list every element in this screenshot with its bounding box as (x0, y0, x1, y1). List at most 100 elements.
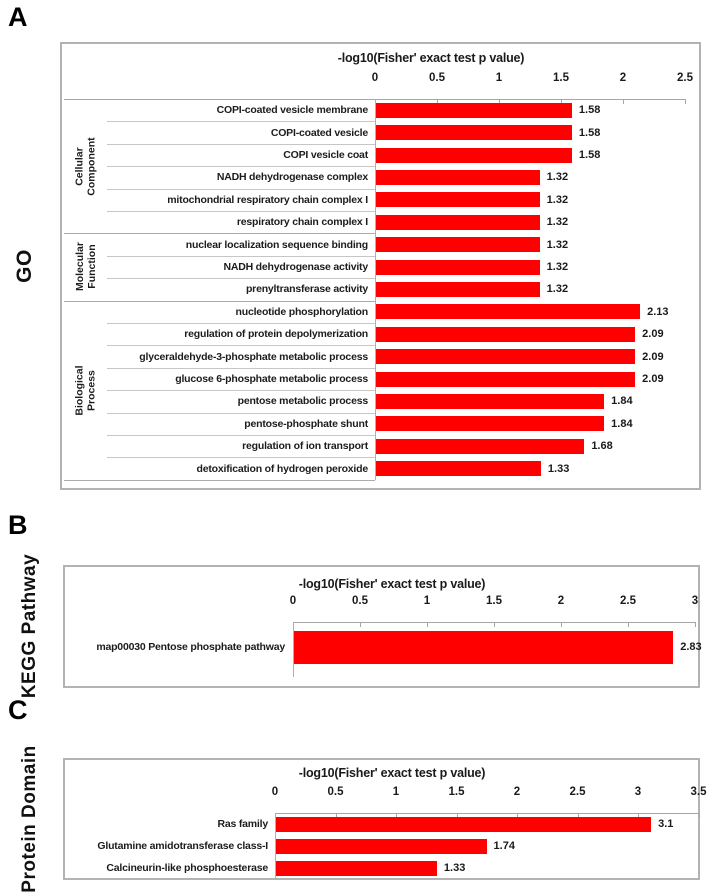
bar (276, 861, 437, 876)
x-tick-label: 2 (601, 72, 645, 84)
bar (376, 215, 540, 230)
row-separator-line (107, 256, 375, 257)
category-label: glucose 6-phosphate metabolic process (68, 374, 368, 385)
bar (276, 817, 651, 832)
bar-value-label: 1.32 (547, 217, 568, 228)
bar-value-label: 1.84 (611, 396, 632, 407)
group-label-cell: Biological Process (64, 301, 108, 480)
x-tick-label: 1.5 (435, 786, 479, 798)
x-axis-line (275, 813, 699, 814)
x-tick-label: 2.5 (663, 72, 707, 84)
x-tick-label: 1.5 (472, 595, 516, 607)
row-separator-line (107, 345, 375, 346)
bar-value-label: 2.09 (642, 329, 663, 340)
side-label-kegg-pathway: KEGG Pathway (19, 554, 41, 698)
category-label: respiratory chain complex I (68, 217, 368, 228)
bar-value-label: 1.32 (547, 262, 568, 273)
bar (376, 260, 540, 275)
bar-value-label: 2.09 (642, 374, 663, 385)
row-separator-line (107, 323, 375, 324)
category-label: Glutamine amidotransferase class-I (71, 841, 268, 852)
row-separator-line (107, 211, 375, 212)
x-tick-label: 3 (673, 595, 717, 607)
x-tick-label: 0.5 (338, 595, 382, 607)
x-tick-label: 2.5 (556, 786, 600, 798)
bar-value-label: 2.83 (680, 642, 701, 653)
category-label: COPI-coated vesicle membrane (68, 105, 368, 116)
bar (376, 372, 635, 387)
category-label: map00030 Pentose phosphate pathway (71, 642, 285, 653)
bar-value-label: 1.33 (548, 464, 569, 475)
row-separator-line (107, 278, 375, 279)
bar-value-label: 1.84 (611, 419, 632, 430)
group-label: Cellular Component (74, 137, 97, 195)
bar-value-label: 2.09 (642, 352, 663, 363)
bar-value-label: 2.13 (647, 307, 668, 318)
category-label: regulation of ion transport (68, 441, 368, 452)
row-separator-line (107, 413, 375, 414)
x-tick-label: 1 (374, 786, 418, 798)
bar (376, 103, 572, 118)
group-label-cell: Molecular Function (64, 233, 108, 300)
x-tick-label: 2.5 (606, 595, 650, 607)
row-separator-line (107, 390, 375, 391)
category-label: COPI vesicle coat (68, 150, 368, 161)
bar-value-label: 1.32 (547, 172, 568, 183)
category-label: detoxification of hydrogen peroxide (68, 464, 368, 475)
bar (376, 170, 540, 185)
category-label: NADH dehydrogenase activity (68, 262, 368, 273)
bar (376, 192, 540, 207)
category-label: NADH dehydrogenase complex (68, 172, 368, 183)
category-label: mitochondrial respiratory chain complex … (68, 195, 368, 206)
bar (376, 125, 572, 140)
bar-value-label: 1.32 (547, 240, 568, 251)
side-label-protein-domain: Protein Domain (19, 745, 41, 892)
row-separator-line (107, 435, 375, 436)
category-label: prenyltransferase activity (68, 284, 368, 295)
row-separator-line (107, 144, 375, 145)
category-label: nucleotide phosphorylation (68, 307, 368, 318)
group-label: Biological Process (74, 365, 97, 415)
bar-value-label: 1.33 (444, 863, 465, 874)
group-label: Molecular Function (74, 242, 97, 291)
x-tick-label: 0 (253, 786, 297, 798)
category-label: Ras family (71, 819, 268, 830)
category-label: Calcineurin-like phosphoesterase (71, 863, 268, 874)
bar (376, 237, 540, 252)
x-tick-label: 2 (495, 786, 539, 798)
x-tick-label: 2 (539, 595, 583, 607)
group-boundary-line (64, 301, 375, 302)
row-separator-line (107, 457, 375, 458)
category-label: regulation of protein depolymerization (68, 329, 368, 340)
group-label-cell: Cellular Component (64, 99, 108, 233)
x-tick-label: 1 (405, 595, 449, 607)
x-tick-label: 0.5 (415, 72, 459, 84)
bar (376, 304, 640, 319)
bar-value-label: 1.68 (591, 441, 612, 452)
panel-letter-b: B (8, 512, 28, 539)
x-axis-line (293, 622, 695, 623)
bar-value-label: 1.32 (547, 284, 568, 295)
category-label: pentose-phosphate shunt (68, 419, 368, 430)
category-label: nuclear localization sequence binding (68, 240, 368, 251)
bar (376, 282, 540, 297)
category-label: glyceraldehyde-3-phosphate metabolic pro… (68, 352, 368, 363)
category-label: COPI-coated vesicle (68, 128, 368, 139)
x-tick-label: 0.5 (314, 786, 358, 798)
row-separator-line (107, 166, 375, 167)
bar-value-label: 1.74 (494, 841, 515, 852)
bar (294, 631, 673, 664)
category-axis-bottom-line (64, 480, 375, 481)
side-label-go: GO (13, 249, 37, 283)
bar-value-label: 1.32 (547, 195, 568, 206)
group-boundary-line (64, 233, 375, 234)
x-tick-label: 1 (477, 72, 521, 84)
bar (376, 327, 635, 342)
bar (376, 394, 604, 409)
